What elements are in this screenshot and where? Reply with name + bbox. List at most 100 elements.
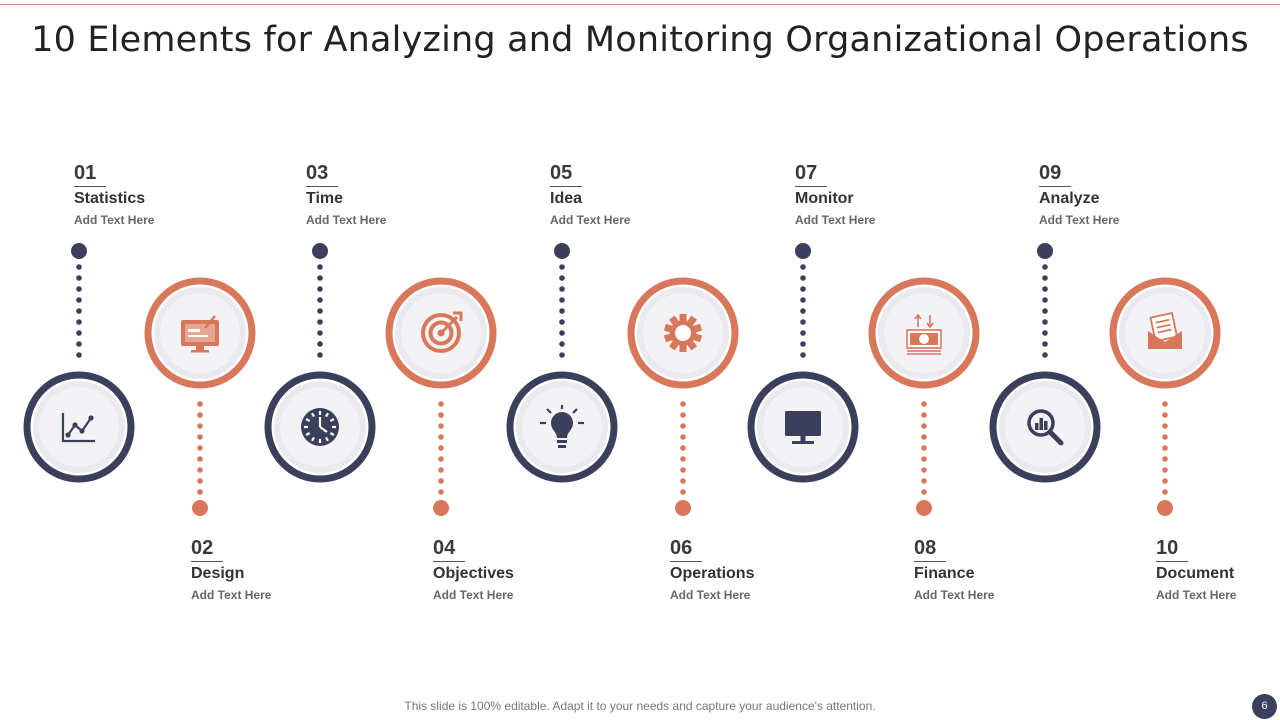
connector-dot: [438, 478, 444, 484]
connector-dot: [559, 286, 565, 292]
connector-dot: [800, 341, 806, 347]
element-description: Add Text Here: [1156, 588, 1237, 602]
element-title: Objectives: [433, 565, 514, 582]
connector-dot: [680, 467, 686, 473]
connector-dot: [800, 319, 806, 325]
element-title: Monitor: [795, 190, 854, 207]
connector-dot: [197, 401, 203, 407]
element-title: Idea: [550, 190, 583, 207]
number-underline: [1039, 186, 1071, 187]
number-underline: [306, 186, 338, 187]
element-title: Finance: [914, 565, 975, 582]
connector-dot: [921, 423, 927, 429]
element-node-05: [506, 243, 618, 483]
connector-dot: [800, 275, 806, 281]
element-number: 07: [795, 162, 818, 184]
element-label-02: 02 Design Add Text Here: [191, 537, 341, 603]
number-underline: [191, 561, 223, 562]
connector-end-dot: [192, 500, 208, 516]
connector-dot: [76, 275, 82, 281]
connector-dot: [680, 401, 686, 407]
number-underline: [914, 561, 946, 562]
connector-dot: [197, 434, 203, 440]
connector-dot: [1042, 275, 1048, 281]
connector-dot: [197, 456, 203, 462]
connector-dot: [921, 489, 927, 495]
connector-dot: [559, 341, 565, 347]
connector-dot: [1042, 308, 1048, 314]
connector-end-dot: [554, 243, 570, 259]
connector-dot: [197, 467, 203, 473]
number-underline: [1156, 561, 1188, 562]
element-node-04: [385, 277, 497, 516]
element-description: Add Text Here: [550, 213, 631, 227]
element-node-09: [989, 243, 1101, 483]
connector-end-dot: [916, 500, 932, 516]
connector-end-dot: [433, 500, 449, 516]
element-number: 08: [914, 537, 937, 559]
connector-dot: [921, 401, 927, 407]
design-monitor-icon: [181, 315, 219, 353]
connector-dot: [1162, 423, 1168, 429]
connector-dot: [559, 330, 565, 336]
connector-dot: [438, 456, 444, 462]
connector-dot: [1162, 412, 1168, 418]
connector-dot: [800, 297, 806, 303]
connector-dot: [559, 352, 565, 358]
element-title: Operations: [670, 565, 755, 582]
connector-dot: [317, 330, 323, 336]
connector-dot: [1162, 434, 1168, 440]
connector-dot: [438, 445, 444, 451]
element-node-07: [747, 243, 859, 483]
connector-dot: [921, 478, 927, 484]
element-label-07: 07 Monitor Add Text Here: [795, 162, 945, 228]
element-label-09: 09 Analyze Add Text Here: [1039, 162, 1189, 228]
element-node-06: [627, 277, 739, 516]
connector-dot: [1162, 401, 1168, 407]
connector-dot: [317, 286, 323, 292]
connector-end-dot: [312, 243, 328, 259]
number-underline: [795, 186, 827, 187]
element-description: Add Text Here: [191, 588, 272, 602]
element-node-02: [144, 277, 256, 516]
connector-dot: [317, 341, 323, 347]
element-description: Add Text Here: [795, 213, 876, 227]
element-title: Analyze: [1039, 190, 1100, 207]
connector-dot: [438, 423, 444, 429]
element-title: Design: [191, 565, 245, 582]
connector-dot: [559, 275, 565, 281]
connector-dot: [1042, 319, 1048, 325]
connector-end-dot: [71, 243, 87, 259]
connector-dot: [680, 434, 686, 440]
connector-end-dot: [795, 243, 811, 259]
connector-dot: [921, 412, 927, 418]
element-description: Add Text Here: [914, 588, 995, 602]
element-title: Time: [306, 190, 344, 207]
gear-icon: [663, 314, 703, 352]
target-icon: [421, 311, 463, 353]
element-label-05: 05 Idea Add Text Here: [550, 162, 700, 228]
connector-dot: [680, 412, 686, 418]
connector-dot: [317, 297, 323, 303]
connector-end-dot: [1037, 243, 1053, 259]
connector-dot: [317, 275, 323, 281]
number-underline: [670, 561, 702, 562]
connector-dot: [317, 308, 323, 314]
element-node-03: [264, 243, 376, 483]
connector-dot: [1042, 286, 1048, 292]
element-description: Add Text Here: [670, 588, 751, 602]
connector-dot: [921, 467, 927, 473]
element-label-03: 03 Time Add Text Here: [306, 162, 456, 228]
connector-dot: [438, 412, 444, 418]
element-description: Add Text Here: [74, 213, 155, 227]
element-number: 04: [433, 537, 456, 559]
number-underline: [550, 186, 582, 187]
connector-dot: [76, 352, 82, 358]
element-label-06: 06 Operations Add Text Here: [670, 537, 820, 603]
element-title: Document: [1156, 565, 1235, 582]
connector-dot: [76, 297, 82, 303]
connector-dot: [438, 489, 444, 495]
connector-dot: [197, 478, 203, 484]
monitor-icon: [785, 411, 821, 444]
